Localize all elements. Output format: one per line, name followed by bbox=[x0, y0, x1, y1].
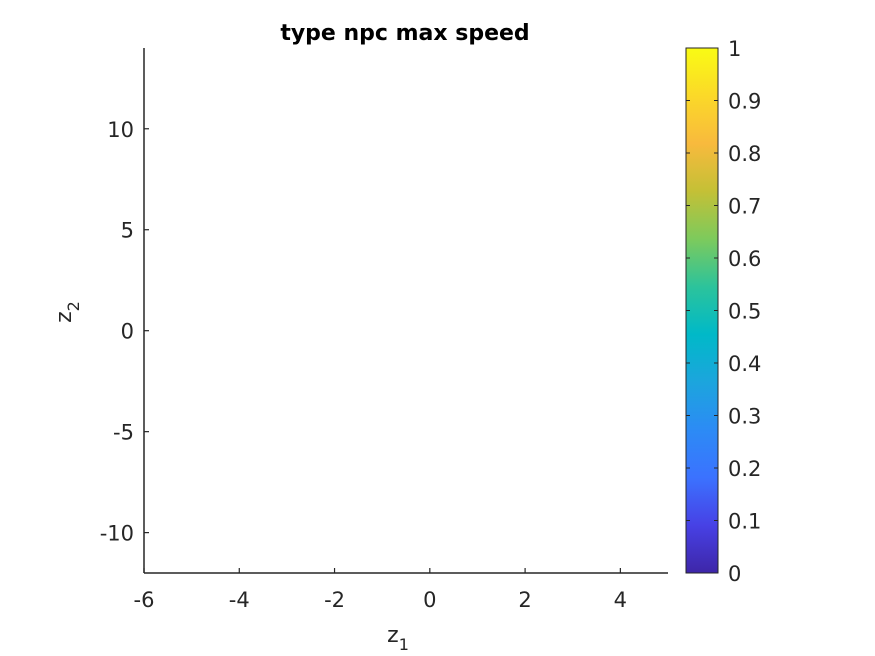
colorbar-tick-label: 0.9 bbox=[728, 90, 761, 114]
y-tick-label: -10 bbox=[100, 522, 134, 546]
y-tick-label: 10 bbox=[107, 118, 134, 142]
colorbar-tick-label: 0.2 bbox=[728, 457, 761, 481]
x-axis-label: z1 bbox=[387, 623, 409, 654]
colorbar-tick-label: 0.7 bbox=[728, 195, 761, 219]
colorbar-tick-label: 0.6 bbox=[728, 247, 761, 271]
colorbar-gradient bbox=[685, 47, 719, 574]
y-axis-label: z2 bbox=[52, 301, 83, 323]
x-tick-label: 2 bbox=[518, 588, 531, 612]
y-ticks: -10 -5 0 5 10 bbox=[100, 118, 149, 546]
x-tick-label: -6 bbox=[134, 588, 155, 612]
chart-title: type npc max speed bbox=[280, 21, 529, 46]
x-tick-label: -4 bbox=[229, 588, 250, 612]
x-axis-label-sub: 1 bbox=[399, 635, 409, 654]
x-tick-label: 0 bbox=[423, 588, 436, 612]
x-ticks: -6 -4 -2 0 2 4 bbox=[134, 568, 627, 612]
colorbar-tick-label: 0.8 bbox=[728, 142, 761, 166]
y-axis-label-base: z bbox=[52, 311, 77, 323]
colorbar-tick-label: 0.4 bbox=[728, 352, 761, 376]
colorbar-ticks: 0 0.1 0.2 0.3 0.4 0.5 0.6 0.7 0.8 0.9 1 bbox=[686, 37, 761, 586]
colorbar-tick-label: 0.3 bbox=[728, 405, 761, 429]
x-tick-label: -2 bbox=[324, 588, 345, 612]
colorbar: 0 0.1 0.2 0.3 0.4 0.5 0.6 0.7 0.8 0.9 1 bbox=[685, 37, 761, 586]
plot-area: -6 -4 -2 0 2 4 -10 -5 0 5 10 bbox=[100, 48, 668, 612]
y-tick-label: 5 bbox=[121, 219, 134, 243]
x-tick-label: 4 bbox=[614, 588, 627, 612]
x-axis-label-base: z bbox=[387, 623, 399, 648]
colorbar-tick-label: 0 bbox=[728, 562, 741, 586]
y-tick-label: 0 bbox=[121, 320, 134, 344]
y-axis-label-sub: 2 bbox=[64, 301, 83, 311]
colorbar-tick-label: 0.5 bbox=[728, 300, 761, 324]
colorbar-tick-label: 1 bbox=[728, 37, 741, 61]
y-tick-label: -5 bbox=[113, 421, 134, 445]
colorbar-tick-label: 0.1 bbox=[728, 510, 761, 534]
